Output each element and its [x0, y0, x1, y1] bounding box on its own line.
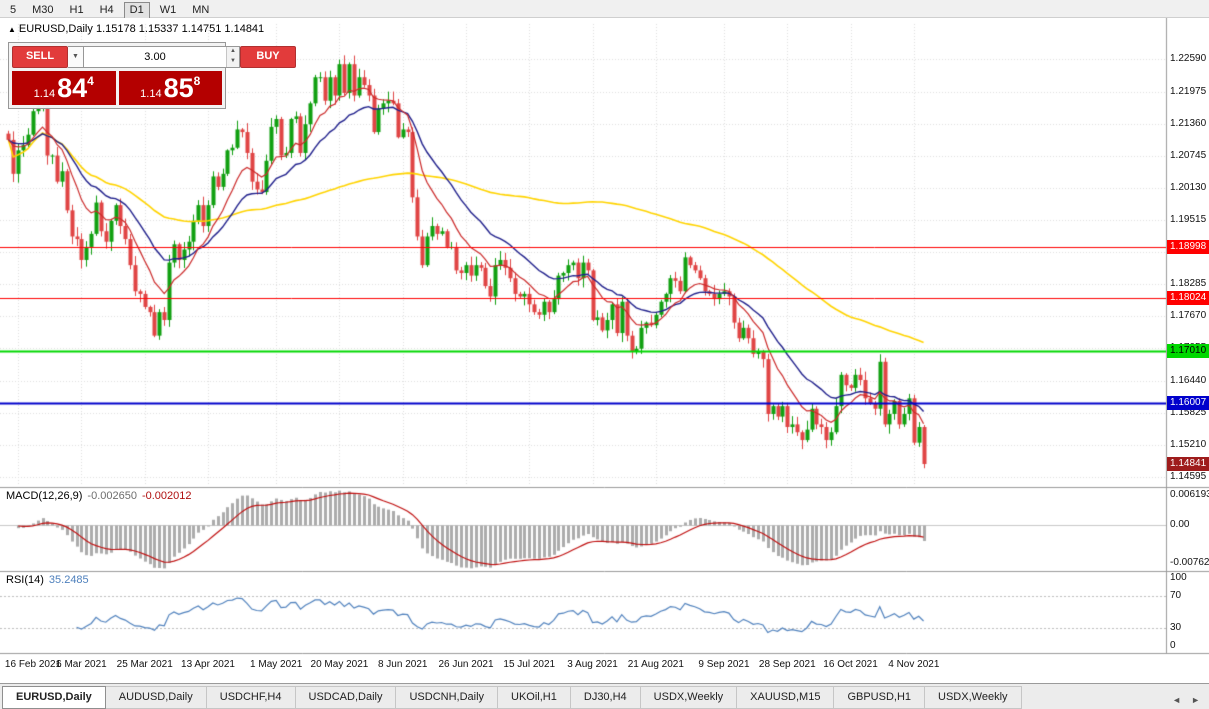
timeframe-button-m30[interactable]: M30: [32, 4, 54, 16]
macd-signal-value: -0.002012: [141, 490, 192, 502]
tab-usdchf-h4[interactable]: USDCHF,H4: [206, 686, 296, 709]
rsi-axis-label: 30: [1170, 622, 1182, 633]
buy-price-figure: 1.14: [140, 88, 162, 100]
date-axis-tick: 21 Aug 2021: [627, 659, 684, 670]
level-price-tag: 1.17010: [1167, 343, 1209, 358]
one-click-trading-panel: SELL ▼ ▲ ▼ BUY 1.14 84 4 1.14 85 8: [8, 42, 296, 109]
buy-button[interactable]: BUY: [240, 46, 296, 68]
tab-scroll-arrows: ◄ ►: [1167, 690, 1205, 708]
volume-decrease-button[interactable]: ▼: [227, 57, 239, 67]
chart-title: ▲ EURUSD,Daily 1.15178 1.15337 1.14751 1.…: [8, 23, 264, 35]
collapse-icon[interactable]: ▲: [8, 25, 16, 34]
price-axis-tick: 1.20130: [1170, 181, 1207, 193]
volume-increase-button[interactable]: ▲: [227, 47, 239, 57]
price-axis-tick: 1.19515: [1170, 214, 1207, 226]
macd-axis-label: -0.00762: [1170, 557, 1209, 568]
macd-indicator-label: MACD(12,26,9) -0.002650 -0.002012: [6, 490, 192, 502]
tab-usdx-weekly[interactable]: USDX,Weekly: [640, 686, 738, 709]
date-axis-tick: 4 Nov 2021: [888, 659, 940, 670]
date-axis-tick: 6 Mar 2021: [56, 659, 107, 670]
tab-xauusd-m15[interactable]: XAUUSD,M15: [737, 686, 835, 709]
date-axis-tick: 8 Jun 2021: [377, 659, 428, 670]
rsi-axis-label: 0: [1170, 640, 1176, 651]
date-axis-tick: 16 Oct 2021: [823, 659, 878, 670]
level-price-tag: 1.18998: [1167, 240, 1209, 254]
price-axis-tick: 1.14595: [1170, 470, 1207, 482]
date-axis-tick: 26 Jun 2021: [438, 659, 494, 670]
tab-gbpusd-h1[interactable]: GBPUSD,H1: [834, 686, 926, 709]
chart-ohlc-values: 1.15178 1.15337 1.14751 1.14841: [95, 23, 265, 35]
date-axis-tick: 3 Aug 2021: [567, 659, 618, 670]
tab-ukoil-h1[interactable]: UKOil,H1: [498, 686, 571, 709]
price-axis-tick: 1.20745: [1170, 149, 1207, 161]
buy-price-display[interactable]: 1.14 85 8: [118, 71, 222, 105]
tab-usdx-weekly-2[interactable]: USDX,Weekly: [925, 686, 1022, 709]
sell-price-point: 4: [87, 74, 94, 88]
price-axis-tick: 1.15825: [1170, 406, 1207, 418]
date-axis-tick: 25 Mar 2021: [116, 659, 173, 670]
rsi-axis-label: 70: [1170, 590, 1182, 601]
level-price-tag: 1.18024: [1167, 290, 1209, 305]
price-axis-tick: 1.18285: [1170, 278, 1207, 290]
date-axis-tick: 13 Apr 2021: [181, 659, 235, 670]
tab-scroll-left-icon[interactable]: ◄: [1172, 695, 1182, 705]
timeframe-button-5[interactable]: 5: [10, 4, 17, 16]
date-axis-tick: 28 Sep 2021: [758, 659, 816, 670]
price-axis-tick: 1.21975: [1170, 85, 1207, 97]
volume-input[interactable]: [84, 47, 226, 67]
tab-audusd-daily[interactable]: AUDUSD,Daily: [105, 686, 207, 709]
macd-main-value: -0.002650: [87, 490, 137, 502]
timeframe-button-d1[interactable]: D1: [123, 2, 150, 19]
macd-name: MACD(12,26,9): [6, 490, 83, 502]
date-axis-tick: 16 Feb 2021: [4, 659, 62, 670]
current-price-tag: 1.14841: [1167, 457, 1209, 472]
tab-eurusd-daily[interactable]: EURUSD,Daily: [2, 686, 106, 709]
tab-usdcad-daily[interactable]: USDCAD,Daily: [295, 686, 397, 709]
tab-dj30-h4[interactable]: DJ30,H4: [570, 686, 641, 709]
sell-price-pips: 84: [57, 72, 88, 103]
rsi-value: 35.2485: [48, 574, 89, 586]
timeframe-button-mn[interactable]: MN: [192, 4, 210, 16]
date-axis-tick: 15 Jul 2021: [503, 659, 556, 670]
price-chart-canvas[interactable]: [0, 18, 1209, 683]
price-axis-tick: 1.17670: [1170, 310, 1207, 322]
chart-tabs: EURUSD,Daily AUDUSD,Daily USDCHF,H4 USDCAD,…: [2, 686, 1022, 709]
chart-window: ▲ EURUSD,Daily 1.15178 1.15337 1.14751 1.…: [0, 18, 1209, 683]
tab-scroll-right-icon[interactable]: ►: [1191, 695, 1200, 705]
level-price-tag: 1.16007: [1167, 396, 1209, 411]
macd-axis-label: 0.00: [1170, 518, 1190, 530]
sell-price-figure: 1.14: [33, 88, 56, 100]
date-axis-tick: 9 Sep 2021: [698, 659, 750, 670]
timeframe-button-w1[interactable]: W1: [159, 4, 177, 16]
buy-price-point: 8: [193, 74, 201, 88]
buy-price-pips: 85: [163, 72, 194, 103]
volume-dropdown-button[interactable]: ▼: [68, 46, 84, 68]
price-axis-tick: 1.22590: [1170, 53, 1207, 65]
timeframe-button-h1[interactable]: H1: [69, 4, 84, 16]
volume-stepper: ▲ ▼: [226, 47, 239, 67]
macd-axis-label: 0.006193: [1170, 489, 1209, 500]
price-axis-tick: 1.16440: [1170, 374, 1207, 386]
timeframe-button-h4[interactable]: H4: [99, 4, 114, 16]
timeframe-toolbar: 5 M30 H1 H4 D1 W1 MN: [0, 0, 1209, 19]
tab-usdcnh-daily[interactable]: USDCNH,Daily: [396, 686, 499, 709]
chart-symbol-label: EURUSD,Daily: [18, 23, 93, 35]
date-axis-tick: 1 May 2021: [250, 659, 303, 670]
price-axis-tick: 1.15210: [1170, 438, 1207, 450]
chart-tab-bar: EURUSD,Daily AUDUSD,Daily USDCHF,H4 USDCAD,…: [0, 683, 1209, 709]
rsi-axis-label: 100: [1170, 572, 1187, 583]
rsi-indicator-label: RSI(14) 35.2485: [6, 574, 89, 586]
sell-button[interactable]: SELL: [12, 46, 68, 68]
price-axis-tick: 1.21360: [1170, 117, 1207, 129]
rsi-name: RSI(14): [6, 574, 44, 586]
sell-price-display[interactable]: 1.14 84 4: [12, 71, 116, 105]
date-axis-tick: 20 May 2021: [310, 659, 369, 670]
